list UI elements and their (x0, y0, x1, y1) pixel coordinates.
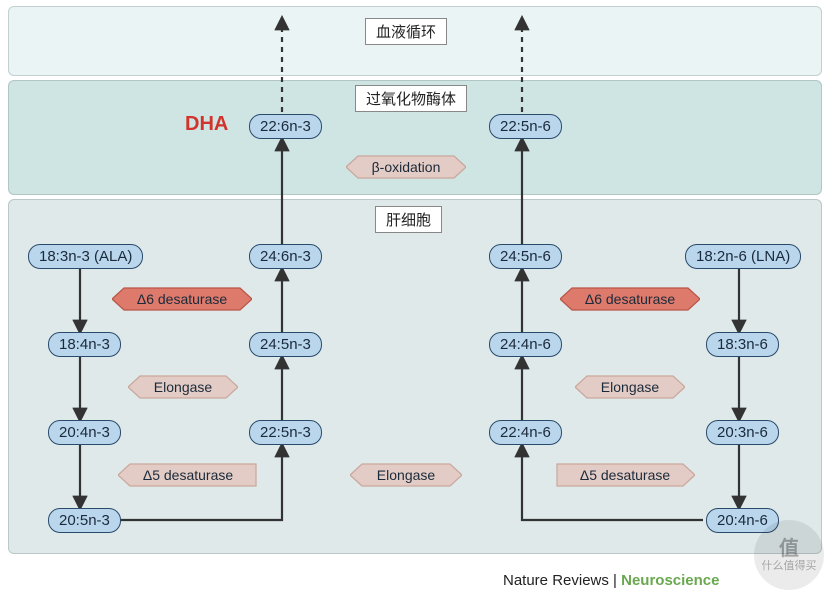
metabolite-r4: 22:4n-6 (489, 420, 562, 445)
metabolite-l2: 24:6n-3 (249, 244, 322, 269)
diagram-stage: 血液循环过氧化物酶体肝细胞 DHA 22:6n-3 22:5n-6 24:6n-3 24:… (0, 0, 830, 608)
metabolite-r2: 24:5n-6 (489, 244, 562, 269)
enzyme-d6R: Δ6 desaturase (560, 286, 700, 312)
enzyme-elL: Elongase (128, 374, 238, 400)
metabolite-lA: 18:3n-3 (ALA) (28, 244, 143, 269)
compartment-label-hepat: 肝细胞 (375, 206, 442, 233)
enzyme-betaox: β-oxidation (346, 154, 466, 180)
metabolite-rC: 20:3n-6 (706, 420, 779, 445)
metabolite-rB: 18:3n-6 (706, 332, 779, 357)
metabolite-l3: 24:5n-3 (249, 332, 322, 357)
metabolite-lC: 20:4n-3 (48, 420, 121, 445)
compartment-label-perox: 过氧化物酶体 (355, 85, 467, 112)
metabolite-l1: 22:6n-3 (249, 114, 322, 139)
enzyme-elMid: Elongase (350, 462, 462, 488)
dha-label: DHA (185, 113, 228, 136)
metabolite-r1: 22:5n-6 (489, 114, 562, 139)
enzyme-d5R: Δ5 desaturase (555, 462, 695, 488)
enzyme-elR: Elongase (575, 374, 685, 400)
watermark: 值什么值得买 (754, 520, 824, 590)
source-credit: Nature Reviews | Neuroscience (503, 572, 720, 589)
enzyme-d6L: Δ6 desaturase (112, 286, 252, 312)
metabolite-rA: 18:2n-6 (LNA) (685, 244, 801, 269)
metabolite-r3: 24:4n-6 (489, 332, 562, 357)
compartment-label-blood: 血液循环 (365, 18, 447, 45)
metabolite-lD: 20:5n-3 (48, 508, 121, 533)
metabolite-l4: 22:5n-3 (249, 420, 322, 445)
enzyme-d5L: Δ5 desaturase (118, 462, 258, 488)
metabolite-lB: 18:4n-3 (48, 332, 121, 357)
